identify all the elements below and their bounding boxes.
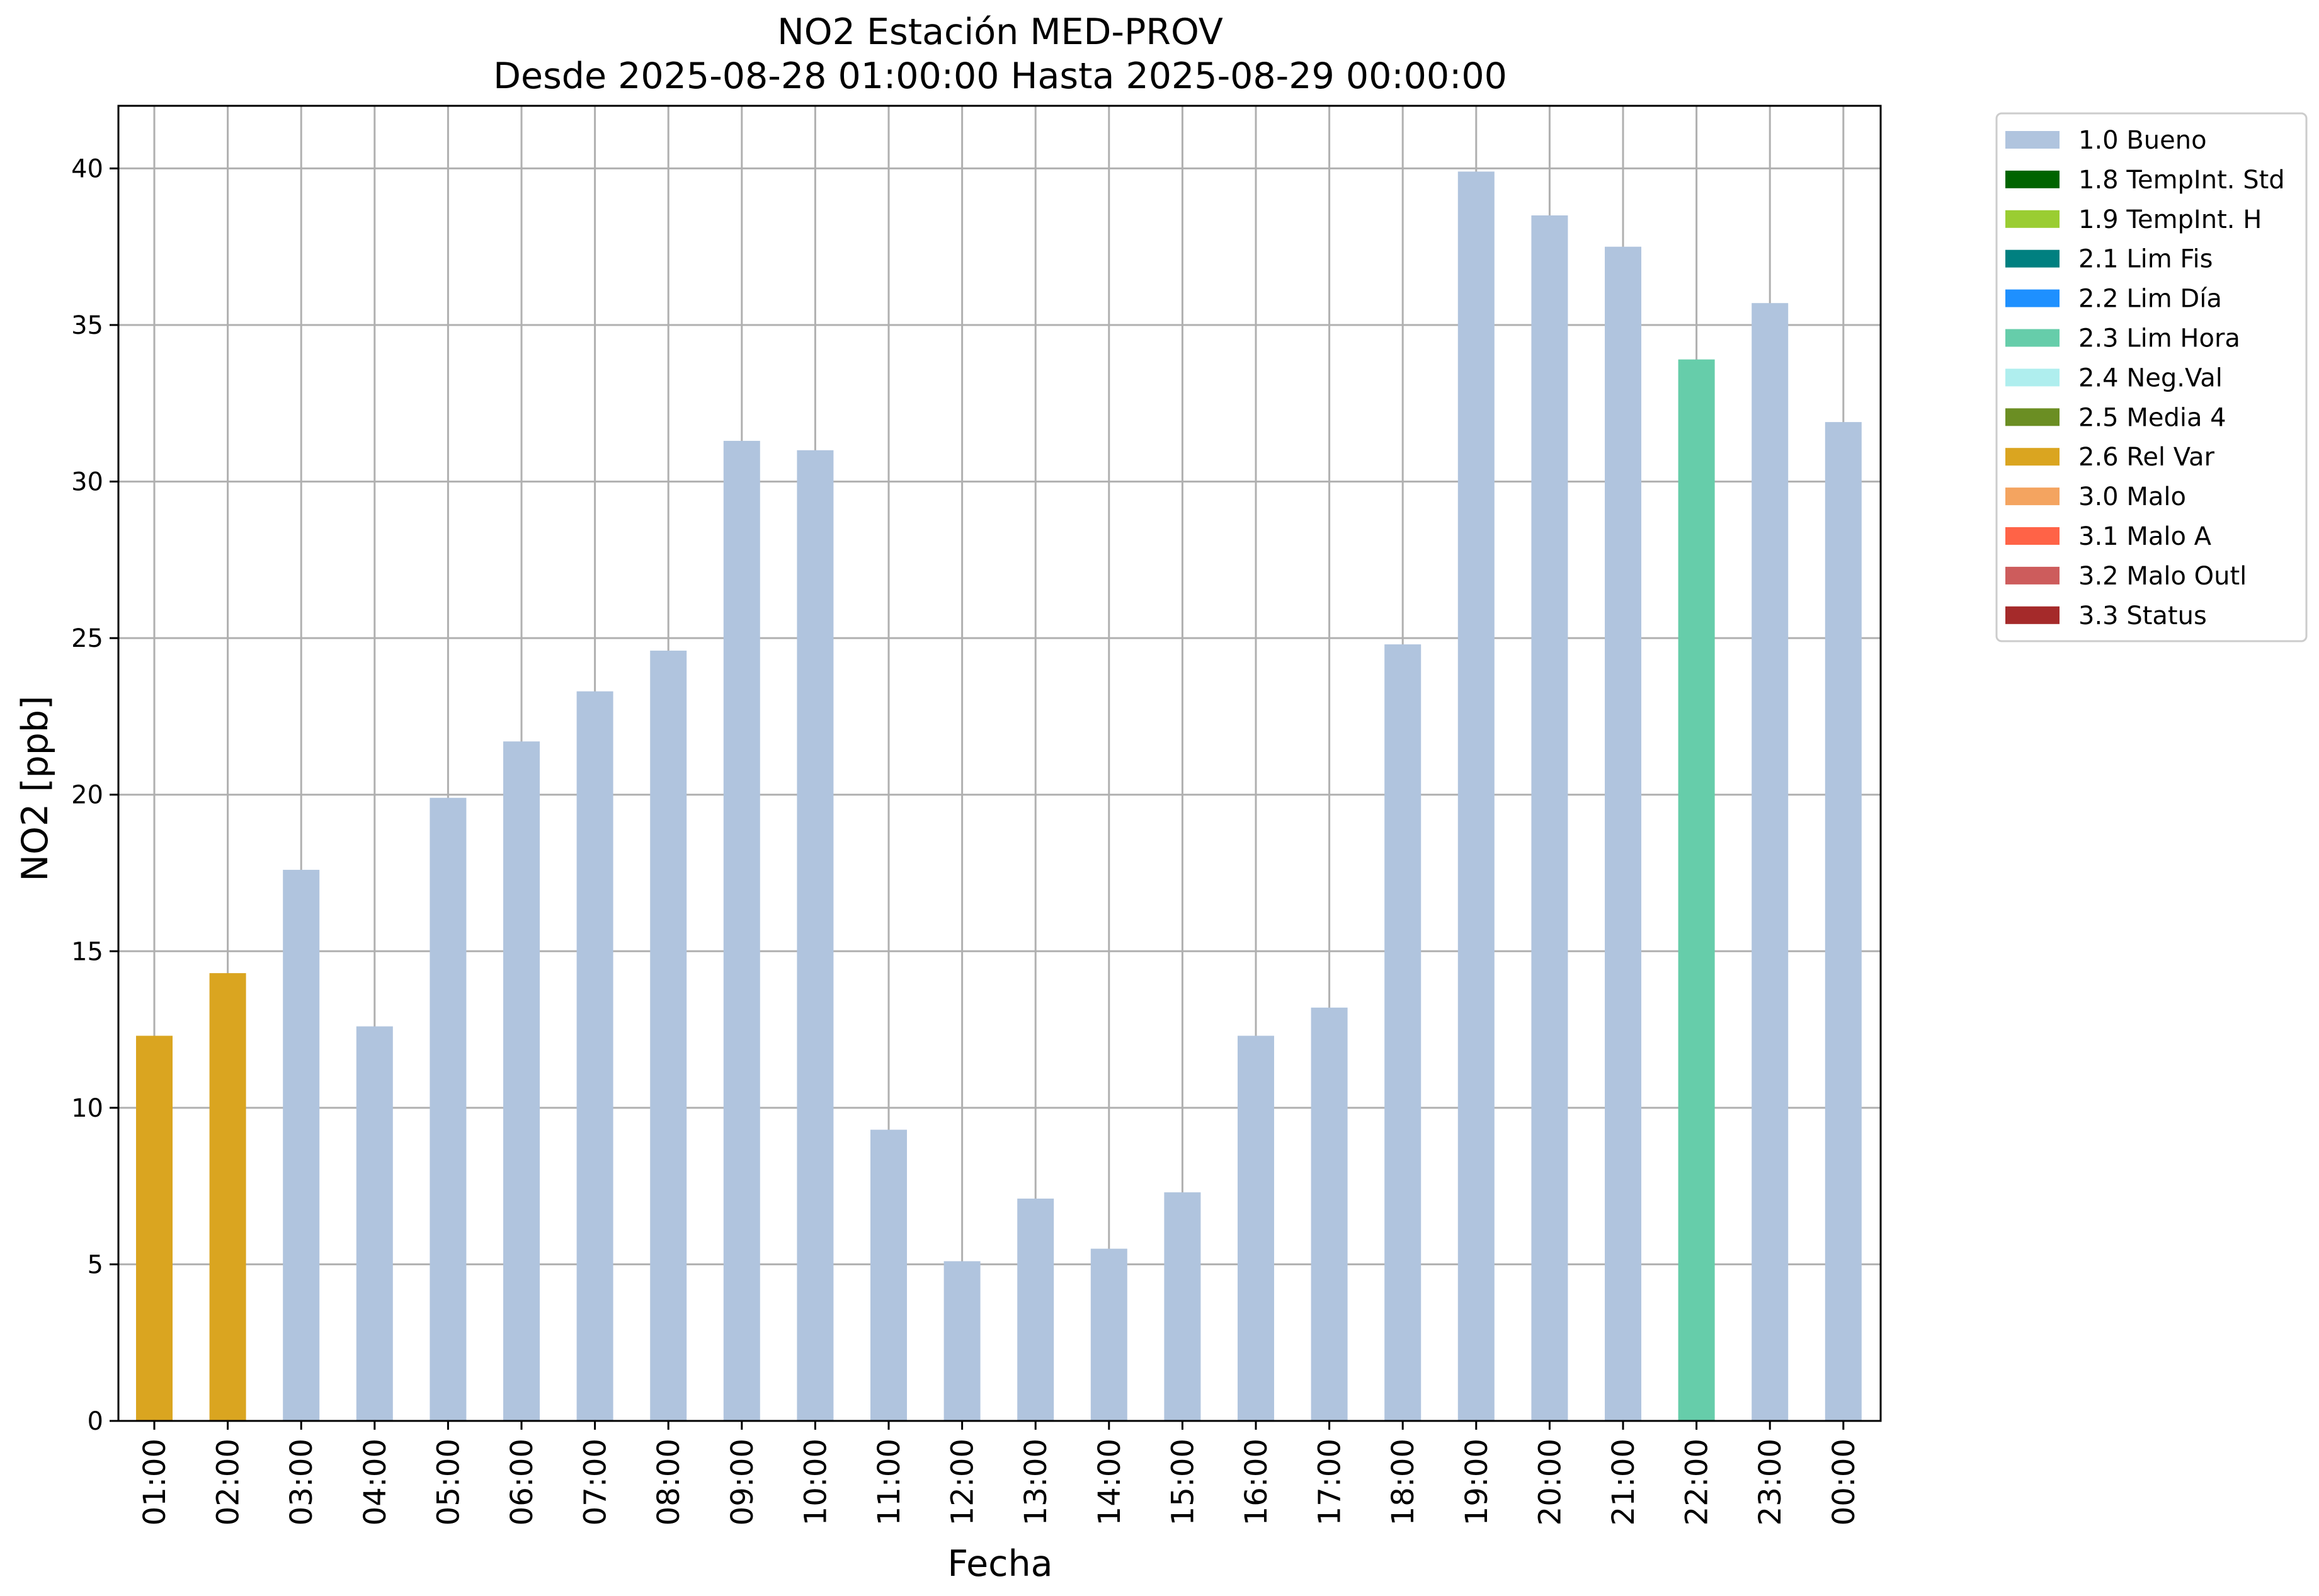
legend: 1.0 Bueno 1.8 TempInt. Std 1.9 TempInt. H 2…	[1995, 112, 2308, 642]
x-tick-label: 15:00	[1165, 1439, 1200, 1525]
bar	[1238, 1035, 1274, 1421]
bar	[430, 797, 467, 1421]
legend-swatch	[2005, 289, 2060, 307]
y-tick-label: 35	[71, 311, 103, 340]
y-tick-label: 15	[71, 937, 103, 966]
x-tick-label: 21:00	[1606, 1439, 1641, 1525]
x-tick-label: 22:00	[1680, 1439, 1715, 1525]
x-tick-label: 13:00	[1018, 1439, 1054, 1525]
bar	[1164, 1192, 1201, 1421]
x-tick-label: 07:00	[578, 1439, 613, 1525]
chart-title: NO2 Estación MED-PROV	[777, 11, 1223, 53]
bar	[1678, 359, 1715, 1421]
y-axis-label: NO2 [ppb]	[14, 696, 56, 882]
legend-label: 1.0 Bueno	[2078, 126, 2207, 155]
y-axis-ticks: 0 5 10 15 20 25 30 35 40	[71, 154, 118, 1436]
x-tick-label: 01:00	[137, 1439, 173, 1525]
bar	[1457, 171, 1495, 1421]
legend-swatch	[2005, 448, 2060, 466]
x-axis-label: Fecha	[947, 1543, 1052, 1585]
legend-swatch	[2005, 566, 2060, 584]
bar	[1017, 1199, 1054, 1421]
bar	[356, 1026, 393, 1421]
legend-swatch	[2005, 368, 2060, 387]
legend-swatch	[2005, 170, 2060, 188]
y-tick-label: 0	[88, 1407, 103, 1436]
legend-swatch	[2005, 249, 2060, 268]
x-tick-label: 23:00	[1753, 1439, 1788, 1525]
x-tick-label: 11:00	[872, 1439, 907, 1525]
bar	[503, 741, 540, 1421]
bar	[1752, 303, 1789, 1422]
y-tick-label: 5	[88, 1250, 103, 1279]
x-tick-label: 02:00	[211, 1439, 246, 1525]
x-tick-label: 06:00	[504, 1439, 540, 1525]
bar	[723, 440, 760, 1421]
x-tick-label: 10:00	[798, 1439, 833, 1525]
bar	[1605, 246, 1641, 1421]
bar	[136, 1035, 173, 1421]
x-tick-label: 12:00	[945, 1439, 981, 1525]
y-tick-label: 40	[71, 154, 103, 183]
x-tick-label: 00:00	[1826, 1439, 1862, 1525]
bar	[797, 450, 834, 1421]
x-tick-label: 20:00	[1532, 1439, 1568, 1525]
legend-swatch	[2005, 487, 2060, 506]
bar	[1384, 644, 1422, 1421]
bar	[1090, 1248, 1127, 1421]
legend-label: 1.9 TempInt. H	[2078, 205, 2262, 234]
legend-swatch	[2005, 131, 2060, 149]
bar	[1531, 215, 1568, 1421]
x-tick-label: 04:00	[358, 1439, 393, 1525]
bar	[283, 870, 320, 1421]
x-tick-label: 05:00	[431, 1439, 466, 1525]
x-tick-label: 18:00	[1386, 1439, 1421, 1525]
bar	[650, 651, 687, 1421]
bar	[1825, 422, 1862, 1421]
legend-label: 2.3 Lim Hora	[2078, 324, 2240, 353]
legend-swatch	[2005, 408, 2060, 426]
legend-label: 2.4 Neg.Val	[2078, 363, 2223, 392]
legend-frame	[1995, 112, 2308, 642]
bar	[576, 691, 613, 1421]
legend-label: 3.0 Malo	[2078, 482, 2186, 511]
y-tick-label: 10	[71, 1094, 103, 1123]
legend-label: 2.6 Rel Var	[2078, 443, 2215, 472]
x-tick-label: 14:00	[1092, 1439, 1127, 1525]
bars	[136, 171, 1862, 1422]
y-tick-label: 20	[71, 781, 103, 810]
y-tick-label: 25	[71, 624, 103, 653]
legend-label: 3.1 Malo A	[2078, 522, 2212, 551]
y-tick-label: 30	[71, 468, 103, 497]
legend-swatch	[2005, 606, 2060, 624]
x-axis-ticks: 01:00 02:00 03:00 04:00 05:00 06:00 07:00 08:00…	[137, 1421, 1862, 1525]
x-tick-label: 08:00	[651, 1439, 687, 1525]
legend-label: 3.2 Malo Outl	[2078, 562, 2247, 591]
legend-swatch	[2005, 210, 2060, 228]
x-tick-label: 19:00	[1459, 1439, 1495, 1525]
bar	[209, 973, 246, 1421]
legend-swatch	[2005, 527, 2060, 545]
bar	[870, 1129, 907, 1421]
legend-label: 2.2 Lim Día	[2078, 285, 2222, 314]
plot-frame	[117, 105, 1882, 1422]
x-tick-label: 17:00	[1313, 1439, 1348, 1525]
legend-swatch	[2005, 329, 2060, 347]
x-tick-label: 09:00	[725, 1439, 760, 1525]
bar	[1311, 1007, 1348, 1421]
x-tick-label: 16:00	[1239, 1439, 1274, 1525]
legend-label: 1.8 TempInt. Std	[2078, 166, 2285, 195]
legend-label: 2.5 Media 4	[2078, 403, 2226, 432]
legend-label: 2.1 Lim Fis	[2078, 245, 2213, 274]
chart-subtitle: Desde 2025-08-28 01:00:00 Hasta 2025-08-…	[493, 55, 1507, 97]
bar	[943, 1261, 981, 1421]
x-tick-label: 03:00	[284, 1439, 319, 1525]
legend-label: 3.3 Status	[2078, 601, 2207, 630]
